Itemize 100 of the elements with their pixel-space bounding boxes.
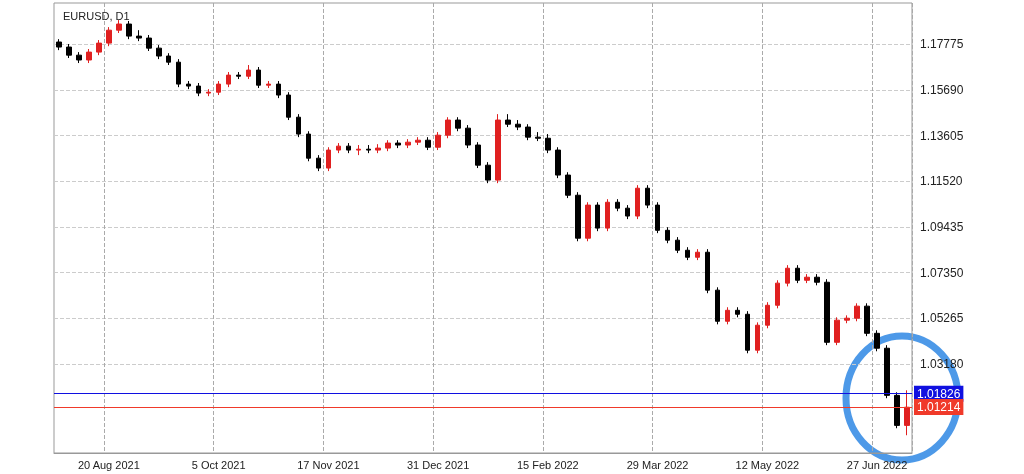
x-tick-label: 29 Mar 2022 bbox=[626, 458, 689, 471]
candlestick bbox=[475, 141, 481, 169]
candlestick bbox=[834, 316, 840, 346]
candlestick bbox=[356, 144, 361, 156]
candlestick bbox=[146, 34, 152, 52]
candlestick bbox=[745, 310, 750, 354]
candlestick bbox=[625, 204, 630, 220]
candlestick bbox=[635, 184, 640, 220]
candlestick bbox=[814, 273, 820, 286]
y-tick-label: 1.07350 bbox=[920, 265, 964, 280]
candlestick bbox=[266, 80, 271, 89]
candlestick bbox=[116, 19, 122, 34]
candlestick bbox=[395, 139, 401, 149]
y-tick-label: 1.17775 bbox=[920, 37, 964, 52]
candlestick bbox=[615, 198, 620, 212]
candlestick bbox=[645, 184, 650, 209]
candlestick bbox=[585, 201, 591, 242]
ref-line-label: 1.01214 bbox=[917, 400, 961, 415]
candlestick bbox=[515, 119, 521, 131]
candlestick bbox=[495, 113, 501, 184]
candlestick bbox=[296, 113, 301, 138]
candlestick bbox=[595, 201, 600, 232]
candlestick bbox=[765, 301, 770, 329]
candlestick bbox=[216, 80, 221, 96]
x-tick-label: 5 Oct 2021 bbox=[191, 458, 246, 471]
candlestick bbox=[505, 113, 511, 128]
y-tick-label: 1.15690 bbox=[920, 82, 964, 97]
candlestick bbox=[715, 286, 720, 325]
text: EURUSD, D1 bbox=[63, 9, 130, 22]
candlestick bbox=[346, 142, 351, 154]
candlestick bbox=[375, 143, 381, 154]
candlestick bbox=[336, 142, 341, 154]
y-tick-label: 1.05265 bbox=[920, 311, 964, 326]
ref-line-label: 1.01826 bbox=[917, 386, 961, 401]
candlestick bbox=[854, 302, 860, 322]
candlestick bbox=[695, 248, 700, 261]
candlestick bbox=[884, 344, 890, 399]
candlestick bbox=[844, 314, 850, 324]
candlestick bbox=[894, 391, 900, 429]
candlestick bbox=[316, 154, 321, 172]
candlestick bbox=[425, 136, 431, 151]
candlestick bbox=[156, 44, 162, 60]
candlestick bbox=[236, 71, 241, 80]
candlestick bbox=[675, 236, 680, 254]
candlestick bbox=[795, 264, 800, 284]
candlestick bbox=[445, 116, 451, 139]
candlestick bbox=[864, 302, 870, 337]
candlestick bbox=[655, 201, 660, 234]
candlestick bbox=[705, 248, 710, 294]
candlestick bbox=[775, 279, 780, 309]
x-tick-label: 15 Feb 2022 bbox=[516, 458, 579, 471]
candlestick bbox=[525, 123, 531, 141]
candlestick bbox=[256, 66, 261, 89]
candlestick bbox=[415, 136, 421, 146]
candlestick bbox=[685, 246, 690, 261]
candlestick bbox=[455, 116, 461, 132]
candlestick bbox=[824, 278, 830, 346]
candlestick bbox=[804, 273, 810, 284]
candlestick bbox=[405, 138, 411, 149]
candlestick bbox=[366, 144, 371, 154]
candlestick bbox=[565, 171, 571, 199]
y-tick-label: 1.13605 bbox=[920, 128, 964, 143]
candlestick bbox=[385, 139, 391, 152]
candlestick bbox=[735, 306, 740, 318]
candlestick bbox=[665, 226, 670, 244]
x-tick-label: 17 Nov 2021 bbox=[297, 458, 360, 471]
x-tick-label: 20 Aug 2021 bbox=[77, 458, 140, 471]
x-tick-label: 27 Jun 2022 bbox=[846, 458, 908, 471]
candlestick bbox=[136, 29, 142, 42]
candlestick bbox=[465, 124, 471, 149]
candlestick bbox=[276, 80, 281, 99]
candlestick bbox=[76, 51, 82, 64]
candlestick bbox=[246, 64, 251, 80]
candlestick bbox=[755, 321, 760, 354]
candlestick bbox=[874, 329, 880, 352]
candlestick bbox=[166, 52, 171, 66]
y-tick-label: 1.11520 bbox=[920, 174, 963, 189]
candlestick bbox=[326, 146, 331, 172]
candlestick bbox=[904, 389, 910, 436]
candlestick bbox=[126, 20, 132, 40]
candlestick bbox=[535, 131, 541, 142]
candlestick bbox=[785, 264, 790, 287]
candlestick bbox=[575, 191, 581, 242]
candlestick bbox=[106, 26, 112, 47]
candlestick bbox=[206, 88, 211, 97]
candlestick bbox=[286, 91, 291, 121]
candlestick bbox=[196, 82, 201, 97]
x-tick-label: 31 Dec 2021 bbox=[406, 458, 470, 471]
candlestick bbox=[176, 58, 181, 88]
candlestick bbox=[56, 38, 62, 51]
candlestick bbox=[86, 48, 92, 64]
candlestick bbox=[545, 133, 551, 154]
candlestick bbox=[226, 71, 231, 88]
x-tick-label: 12 May 2022 bbox=[735, 458, 800, 471]
candlestick bbox=[306, 130, 311, 162]
candlestick bbox=[435, 131, 441, 151]
candlestick bbox=[485, 161, 491, 184]
candlestick bbox=[605, 198, 610, 232]
y-tick-label: 1.09435 bbox=[920, 219, 964, 234]
candlestick bbox=[96, 39, 102, 56]
